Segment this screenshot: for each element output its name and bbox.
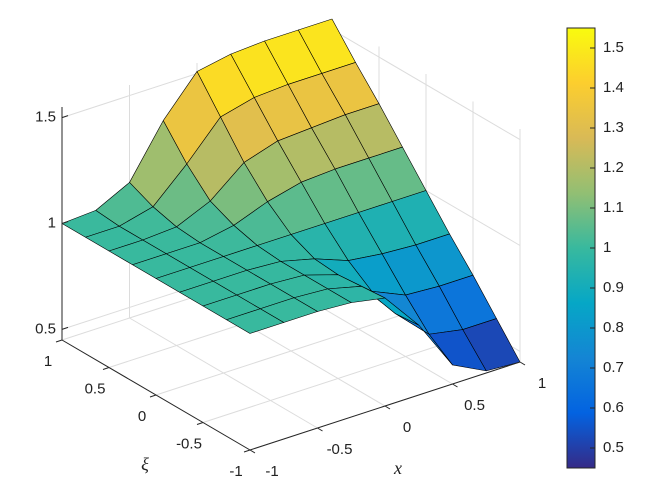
colorbar-tick-label: 0.7: [603, 359, 624, 376]
y-tick: [243, 449, 251, 453]
y-tick: [55, 339, 63, 343]
surface-face: [226, 308, 285, 334]
y-tick-label: 1: [44, 353, 52, 370]
colorbar-tick-label: 1.2: [603, 159, 624, 176]
grid-line: [155, 306, 427, 396]
z-tick-label: 1: [48, 214, 56, 231]
colorbar-tick-label: 1.5: [603, 39, 624, 56]
y-tick: [196, 422, 204, 425]
grid-line: [202, 334, 474, 423]
x-tick: [317, 427, 323, 432]
y-tick-label: 0: [138, 408, 146, 425]
z-tick: [61, 221, 69, 224]
colorbar-tick-label: 0.8: [603, 319, 624, 336]
y-axis-label: ξ: [141, 454, 149, 474]
x-tick: [452, 383, 458, 388]
x-tick-label: 0.5: [464, 397, 485, 414]
z-tick: [61, 326, 69, 330]
colorbar-tick-label: 0.6: [603, 399, 624, 416]
x-tick: [519, 361, 526, 366]
x-tick: [249, 449, 256, 454]
x-tick-label: -1: [265, 463, 278, 480]
z-tick-label: 1.5: [35, 109, 56, 126]
x-tick-label: -0.5: [327, 441, 353, 458]
colorbar-tick-label: 0.5: [603, 439, 624, 456]
y-tick-label: 0.5: [85, 380, 106, 397]
x-tick-label: 1: [538, 375, 546, 392]
y-tick-label: -1: [229, 463, 242, 480]
x-tick-label: 0: [403, 419, 411, 436]
z-tick-label: 0.5: [35, 320, 56, 337]
colorbar-tick-label: 1.4: [603, 79, 624, 96]
x-tick: [384, 405, 391, 410]
colorbar-tick-label: 1.3: [603, 119, 624, 136]
grid-line: [331, 29, 521, 141]
colorbar-tick-label: 1: [603, 239, 611, 256]
y-tick: [102, 367, 110, 370]
z-tick: [61, 115, 69, 119]
y-tick-label: -0.5: [176, 435, 202, 452]
x-axis-label: x: [393, 458, 402, 478]
colorbar-tick-label: 0.9: [603, 279, 624, 296]
y-tick: [149, 394, 157, 398]
colorbar-tick-label: 1.1: [603, 199, 624, 216]
